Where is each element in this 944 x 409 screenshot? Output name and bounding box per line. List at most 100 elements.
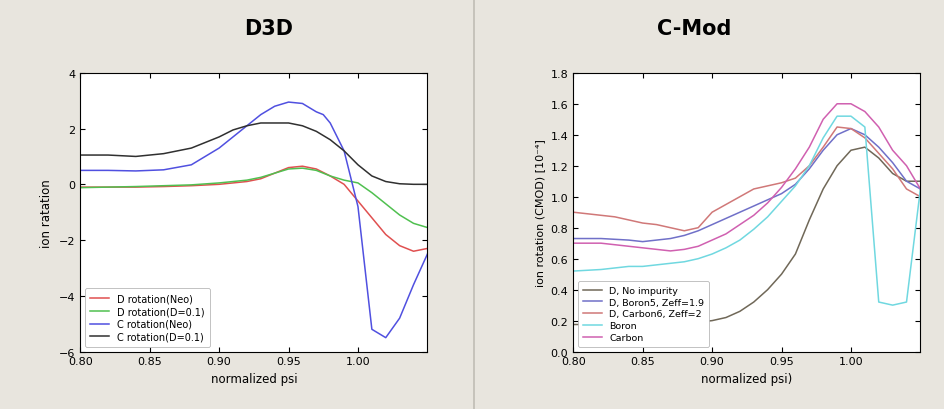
Text: D3D: D3D <box>244 19 294 38</box>
D, Boron5, Zeff=1.9 <box>901 179 912 184</box>
Boron <box>901 300 912 305</box>
Boron <box>762 215 773 220</box>
C rotation(D=0.1) <box>228 128 239 133</box>
Carbon <box>706 238 717 243</box>
D, No impurity <box>623 322 634 327</box>
C rotation(Neo) <box>360 266 371 271</box>
D, No impurity <box>790 252 801 257</box>
Carbon <box>901 164 912 169</box>
D rotation(D=0.1) <box>380 202 392 207</box>
D rotation(Neo) <box>394 244 405 249</box>
C rotation(D=0.1) <box>130 155 142 160</box>
D, Carbon6, Zeff=2 <box>748 187 759 192</box>
D, Boron5, Zeff=1.9 <box>720 216 732 221</box>
Boron <box>748 227 759 232</box>
Boron <box>845 115 856 119</box>
C rotation(Neo) <box>213 146 225 151</box>
D, No impurity <box>887 172 899 177</box>
C rotation(Neo) <box>339 149 350 154</box>
D, Boron5, Zeff=1.9 <box>748 204 759 209</box>
D rotation(Neo) <box>339 182 350 187</box>
D rotation(D=0.1) <box>394 213 405 218</box>
D rotation(Neo) <box>325 174 336 179</box>
D rotation(Neo) <box>186 184 197 189</box>
Boron <box>609 266 620 271</box>
D, Carbon6, Zeff=2 <box>693 226 704 231</box>
Y-axis label: ion ratation: ion ratation <box>41 178 53 247</box>
Carbon <box>623 244 634 249</box>
D, Carbon6, Zeff=2 <box>832 125 843 130</box>
C rotation(D=0.1) <box>186 146 197 151</box>
Line: D, Carbon6, Zeff=2: D, Carbon6, Zeff=2 <box>573 128 920 231</box>
D rotation(Neo) <box>352 199 363 204</box>
D rotation(Neo) <box>228 181 239 186</box>
D, Carbon6, Zeff=2 <box>665 226 676 231</box>
D, Boron5, Zeff=1.9 <box>665 236 676 241</box>
Boron <box>859 125 870 130</box>
X-axis label: normalized psi: normalized psi <box>211 372 297 385</box>
Boron <box>596 267 607 272</box>
C rotation(D=0.1) <box>242 124 253 129</box>
C rotation(D=0.1) <box>408 182 419 187</box>
Boron <box>887 303 899 308</box>
Y-axis label: ion rotation (CMOD) [10⁻⁴]: ion rotation (CMOD) [10⁻⁴] <box>535 139 545 286</box>
C rotation(Neo) <box>102 169 113 173</box>
Line: D, No impurity: D, No impurity <box>573 148 920 325</box>
D rotation(D=0.1) <box>352 181 363 186</box>
Line: D, Boron5, Zeff=1.9: D, Boron5, Zeff=1.9 <box>573 129 920 242</box>
C rotation(Neo) <box>380 335 392 340</box>
D rotation(D=0.1) <box>296 166 308 171</box>
C rotation(Neo) <box>158 168 169 173</box>
D rotation(Neo) <box>75 185 86 190</box>
Carbon <box>734 222 746 227</box>
D rotation(Neo) <box>269 171 280 176</box>
D rotation(D=0.1) <box>75 186 86 191</box>
C rotation(D=0.1) <box>325 138 336 143</box>
D rotation(Neo) <box>130 185 142 190</box>
D, Boron5, Zeff=1.9 <box>734 210 746 215</box>
D, Carbon6, Zeff=2 <box>803 164 815 169</box>
Boron <box>818 136 829 141</box>
D, Boron5, Zeff=1.9 <box>637 240 649 245</box>
Line: C rotation(D=0.1): C rotation(D=0.1) <box>80 124 428 185</box>
D rotation(Neo) <box>102 185 113 190</box>
D rotation(D=0.1) <box>213 181 225 186</box>
D, Carbon6, Zeff=2 <box>901 187 912 192</box>
D, Carbon6, Zeff=2 <box>609 215 620 220</box>
X-axis label: normalized psi): normalized psi) <box>701 372 792 385</box>
D rotation(D=0.1) <box>102 185 113 190</box>
Boron <box>803 164 815 169</box>
D, Boron5, Zeff=1.9 <box>706 222 717 227</box>
D, Carbon6, Zeff=2 <box>650 222 662 227</box>
D, No impurity <box>873 156 885 161</box>
C rotation(Neo) <box>242 124 253 129</box>
D, Carbon6, Zeff=2 <box>859 136 870 141</box>
D, No impurity <box>693 320 704 325</box>
C rotation(D=0.1) <box>339 149 350 154</box>
Text: C-Mod: C-Mod <box>657 19 731 38</box>
D, Carbon6, Zeff=2 <box>706 210 717 215</box>
D, Carbon6, Zeff=2 <box>915 195 926 200</box>
C rotation(D=0.1) <box>422 182 433 187</box>
D, No impurity <box>776 272 787 277</box>
C rotation(D=0.1) <box>269 121 280 126</box>
C rotation(D=0.1) <box>296 124 308 129</box>
Boron <box>832 115 843 119</box>
Boron <box>665 261 676 266</box>
Boron <box>720 246 732 251</box>
D, Boron5, Zeff=1.9 <box>915 187 926 192</box>
D rotation(Neo) <box>366 216 378 221</box>
D, Boron5, Zeff=1.9 <box>762 198 773 203</box>
Carbon <box>679 247 690 252</box>
D rotation(Neo) <box>422 246 433 251</box>
Carbon <box>832 102 843 107</box>
Carbon <box>665 249 676 254</box>
D, Carbon6, Zeff=2 <box>623 218 634 223</box>
D, Boron5, Zeff=1.9 <box>623 238 634 243</box>
C rotation(D=0.1) <box>380 180 392 184</box>
C rotation(Neo) <box>283 100 295 105</box>
D rotation(D=0.1) <box>130 184 142 189</box>
D, Boron5, Zeff=1.9 <box>776 192 787 197</box>
D, No impurity <box>650 322 662 327</box>
C rotation(D=0.1) <box>311 130 322 135</box>
